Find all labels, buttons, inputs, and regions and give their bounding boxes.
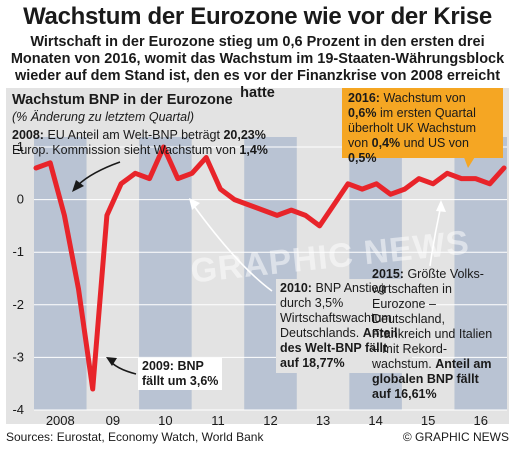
x-tick-label: 16 [473,413,487,428]
year-band [34,137,87,410]
y-tick-label: 1 [17,139,24,154]
page-title: Wachstum der Eurozone wie vor der Krise [23,3,492,30]
x-tick-label: 15 [421,413,435,428]
leader-2009 [111,362,137,375]
footer-sources: Sources: Eurostat, Economy Watch, World … [6,430,264,444]
annotation-2010: 2010: BNP Anstieg durch 3,5% Wirtschafts… [276,279,412,373]
x-tick-label: 10 [158,413,172,428]
x-tick-label: 14 [368,413,382,428]
x-tick-label: 2008 [46,413,75,428]
callout-2016: 2016: Wachstum von 0,6% im ersten Quarta… [342,88,503,165]
series-line [33,144,507,392]
x-tick-label: 13 [316,413,330,428]
x-tick-label: 09 [106,413,120,428]
y-tick-label: -1 [12,244,24,259]
chart-title: Wachstum BNP in der Eurozone [12,92,233,108]
annotation-2015: 2015: Größte Volks-wirtschaften in Euroz… [372,267,493,401]
leader-2008 [77,161,121,186]
annotation-leaders [72,161,446,375]
y-tick-label: -3 [12,349,24,364]
footer-credit: © GRAPHIC NEWS [402,430,509,444]
chart-unit: (% Änderung zu letztem Quartal) [12,110,195,124]
x-tick-label: 12 [263,413,277,428]
leader-2010 [193,205,273,292]
callout-tail [462,152,478,168]
y-tick-label: 0 [17,192,24,207]
leader-2015 [429,209,441,267]
page-subtitle: Wirtschaft in der Eurozone stieg um 0,6 … [10,34,505,101]
annotation-2009: 2009: BNP fällt um 3,6% [138,358,223,390]
annotation-2008: 2008: EU Anteil am Welt-BNP beträgt 20,2… [12,128,268,157]
x-tick-label: 11 [211,413,225,428]
y-tick-label: -2 [12,297,24,312]
y-tick-label: -4 [12,402,24,417]
